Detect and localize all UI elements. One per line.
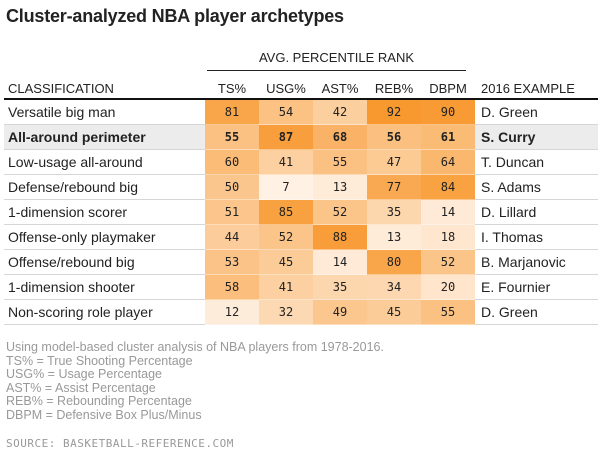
value-cell: 45 [259,249,313,275]
table-row: Low-usage all-around 60 41 55 47 64 T. Duncan [4,149,598,175]
note: DBPM = Defensive Box Plus/Minus [6,407,202,422]
classification-cell: 1-dimension scorer [4,199,205,225]
table-row: 1-dimension shooter 58 41 35 34 20 E. Fournier [4,274,598,300]
value-cell: 13 [367,224,421,250]
note: USG% = Usage Percentage [6,367,162,381]
example-cell: S. Curry [475,124,598,150]
group-header: AVG. PERCENTILE RANK [207,50,466,71]
value-cell: 54 [259,99,313,125]
value-cell: 41 [259,149,313,175]
value-cell: 41 [259,274,313,300]
col-header-classification: CLASSIFICATION [4,74,205,100]
example-cell: S. Adams [475,174,598,200]
value-cell: 81 [205,99,259,125]
value-cell: 53 [205,249,259,275]
header-row: CLASSIFICATION TS% USG% AST% REB% DBPM 2… [4,74,598,100]
classification-cell: All-around perimeter [4,124,205,150]
value-cell: 44 [205,224,259,250]
example-cell: D. Green [475,299,598,325]
value-cell: 14 [421,199,475,225]
value-cell: 47 [367,149,421,175]
value-cell: 49 [313,299,367,325]
table-row: Defense/rebound big 50 7 13 77 84 S. Adams [4,174,598,200]
note: REB% = Rebounding Percentage [6,394,192,408]
value-cell: 58 [205,274,259,300]
example-cell: T. Duncan [475,149,598,175]
table-row: Versatile big man 81 54 42 92 90 D. Green [4,99,598,125]
value-cell: 7 [259,174,313,200]
value-cell: 34 [367,274,421,300]
value-cell: 61 [421,124,475,150]
table-row: 1-dimension scorer 51 85 52 35 14 D. Lillard [4,199,598,225]
value-cell: 18 [421,224,475,250]
value-cell: 14 [313,249,367,275]
value-cell: 60 [205,149,259,175]
col-header-reb: REB% [367,74,421,100]
example-cell: D. Lillard [475,199,598,225]
col-header-dbpm: DBPM [421,74,475,100]
example-cell: D. Green [475,99,598,125]
classification-cell: Offense-only playmaker [4,224,205,250]
value-cell: 84 [421,174,475,200]
value-cell: 88 [313,224,367,250]
value-cell: 42 [313,99,367,125]
classification-cell: Offense/rebound big [4,249,205,275]
classification-cell: Low-usage all-around [4,149,205,175]
example-cell: E. Fournier [475,274,598,300]
value-cell: 45 [367,299,421,325]
value-cell: 92 [367,99,421,125]
col-header-ast: AST% [313,74,367,100]
col-header-example: 2016 EXAMPLE [475,74,598,100]
classification-cell: Versatile big man [4,99,205,125]
note: TS% = True Shooting Percentage [6,353,193,368]
value-cell: 20 [421,274,475,300]
classification-cell: Non-scoring role player [4,299,205,325]
table-row: All-around perimeter 55 87 68 56 61 S. Curry [4,124,598,150]
value-cell: 51 [205,199,259,225]
classification-cell: Defense/rebound big [4,174,205,200]
value-cell: 87 [259,124,313,150]
example-cell: I. Thomas [475,224,598,250]
example-cell: B. Marjanovic [475,249,598,275]
table-row: Non-scoring role player 12 32 49 45 55 D. Gree… [4,299,598,325]
value-cell: 32 [259,299,313,325]
table-row: Offense/rebound big 53 45 14 80 52 B. Marjanov… [4,249,598,275]
value-cell: 35 [313,274,367,300]
value-cell: 85 [259,199,313,225]
value-cell: 55 [421,299,475,325]
source-note: SOURCE: BASKETBALL-REFERENCE.COM [6,437,234,450]
value-cell: 68 [313,124,367,150]
value-cell: 90 [421,99,475,125]
note: Using model-based cluster analysis of NB… [6,340,384,354]
value-cell: 55 [205,124,259,150]
note: AST% = Assist Percentage [6,380,156,395]
footnotes: Using model-based cluster analysis of NB… [6,340,384,422]
col-header-ts: TS% [205,74,259,100]
value-cell: 55 [313,149,367,175]
col-header-usg: USG% [259,74,313,100]
value-cell: 50 [205,174,259,200]
value-cell: 64 [421,149,475,175]
table-row: Offense-only playmaker 44 52 88 13 18 I. Thoma… [4,224,598,250]
value-cell: 35 [367,199,421,225]
value-cell: 13 [313,174,367,200]
value-cell: 52 [313,199,367,225]
archetype-table: CLASSIFICATION TS% USG% AST% REB% DBPM 2… [4,74,598,325]
value-cell: 56 [367,124,421,150]
classification-cell: 1-dimension shooter [4,274,205,300]
value-cell: 77 [367,174,421,200]
chart-title: Cluster-analyzed NBA player archetypes [6,6,344,26]
value-cell: 52 [259,224,313,250]
value-cell: 52 [421,249,475,275]
value-cell: 12 [205,299,259,325]
value-cell: 80 [367,249,421,275]
